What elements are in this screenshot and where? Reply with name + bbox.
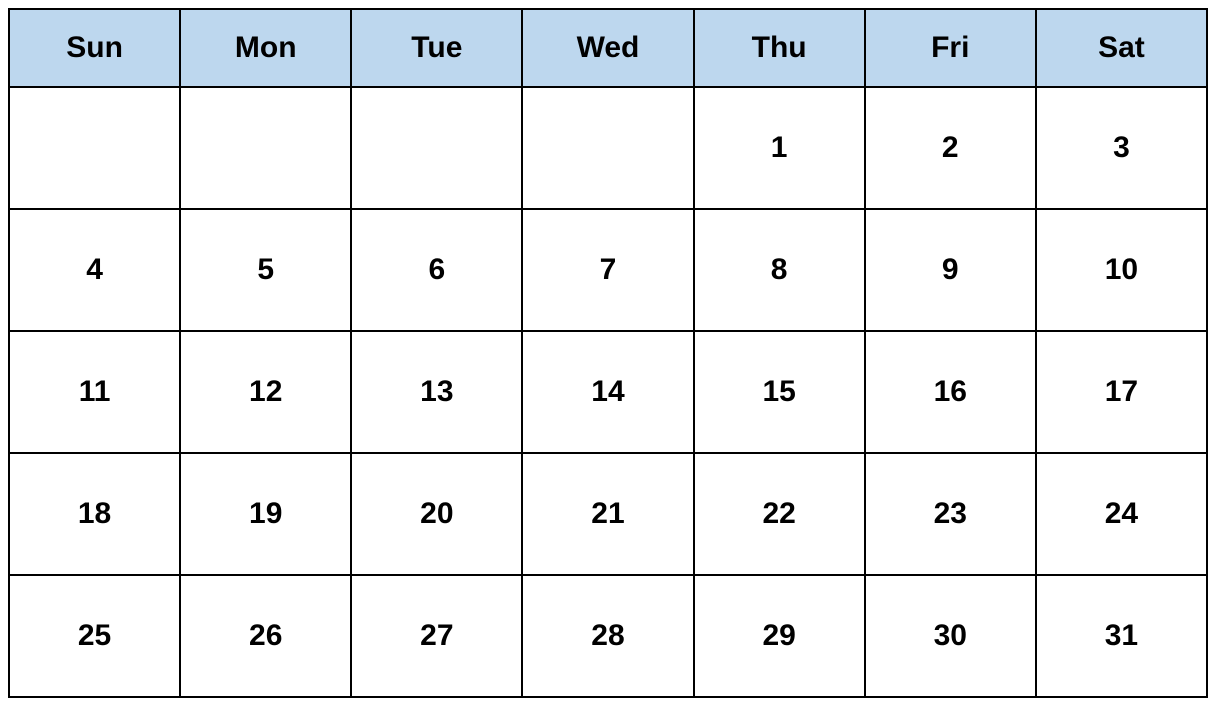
calendar-day-cell: 9 <box>865 209 1036 331</box>
calendar-body: 1 2 3 4 5 6 7 8 9 10 11 12 13 14 15 16 1… <box>9 87 1207 697</box>
calendar-day-cell: 22 <box>694 453 865 575</box>
calendar-day-cell: 6 <box>351 209 522 331</box>
calendar-day-cell: 21 <box>522 453 693 575</box>
calendar-day-cell: 20 <box>351 453 522 575</box>
calendar-day-cell: 25 <box>9 575 180 697</box>
calendar-header-fri: Fri <box>865 9 1036 87</box>
calendar-day-cell: 4 <box>9 209 180 331</box>
calendar-day-cell: 11 <box>9 331 180 453</box>
calendar-header-sat: Sat <box>1036 9 1207 87</box>
calendar-week-row: 1 2 3 <box>9 87 1207 209</box>
calendar-day-cell: 23 <box>865 453 1036 575</box>
calendar-header-row: Sun Mon Tue Wed Thu Fri Sat <box>9 9 1207 87</box>
calendar-day-cell: 3 <box>1036 87 1207 209</box>
calendar-day-cell: 18 <box>9 453 180 575</box>
calendar-day-cell <box>351 87 522 209</box>
calendar-day-cell: 7 <box>522 209 693 331</box>
calendar-day-cell: 2 <box>865 87 1036 209</box>
calendar-day-cell <box>9 87 180 209</box>
calendar-table: Sun Mon Tue Wed Thu Fri Sat 1 2 3 4 5 6 … <box>8 8 1208 698</box>
calendar-day-cell: 13 <box>351 331 522 453</box>
calendar-day-cell: 26 <box>180 575 351 697</box>
calendar-day-cell: 5 <box>180 209 351 331</box>
calendar-day-cell <box>522 87 693 209</box>
calendar-day-cell: 24 <box>1036 453 1207 575</box>
calendar-week-row: 11 12 13 14 15 16 17 <box>9 331 1207 453</box>
calendar-day-cell: 28 <box>522 575 693 697</box>
calendar-header-mon: Mon <box>180 9 351 87</box>
calendar-day-cell: 15 <box>694 331 865 453</box>
calendar-week-row: 25 26 27 28 29 30 31 <box>9 575 1207 697</box>
calendar-header-wed: Wed <box>522 9 693 87</box>
calendar-day-cell: 14 <box>522 331 693 453</box>
calendar-day-cell <box>180 87 351 209</box>
calendar-day-cell: 29 <box>694 575 865 697</box>
calendar-day-cell: 1 <box>694 87 865 209</box>
calendar-day-cell: 12 <box>180 331 351 453</box>
calendar-header-sun: Sun <box>9 9 180 87</box>
calendar-header-thu: Thu <box>694 9 865 87</box>
calendar-day-cell: 19 <box>180 453 351 575</box>
calendar-week-row: 18 19 20 21 22 23 24 <box>9 453 1207 575</box>
calendar-day-cell: 8 <box>694 209 865 331</box>
calendar-header-tue: Tue <box>351 9 522 87</box>
calendar-week-row: 4 5 6 7 8 9 10 <box>9 209 1207 331</box>
calendar-day-cell: 27 <box>351 575 522 697</box>
calendar-day-cell: 17 <box>1036 331 1207 453</box>
calendar-day-cell: 10 <box>1036 209 1207 331</box>
calendar-day-cell: 16 <box>865 331 1036 453</box>
calendar-day-cell: 31 <box>1036 575 1207 697</box>
calendar-day-cell: 30 <box>865 575 1036 697</box>
